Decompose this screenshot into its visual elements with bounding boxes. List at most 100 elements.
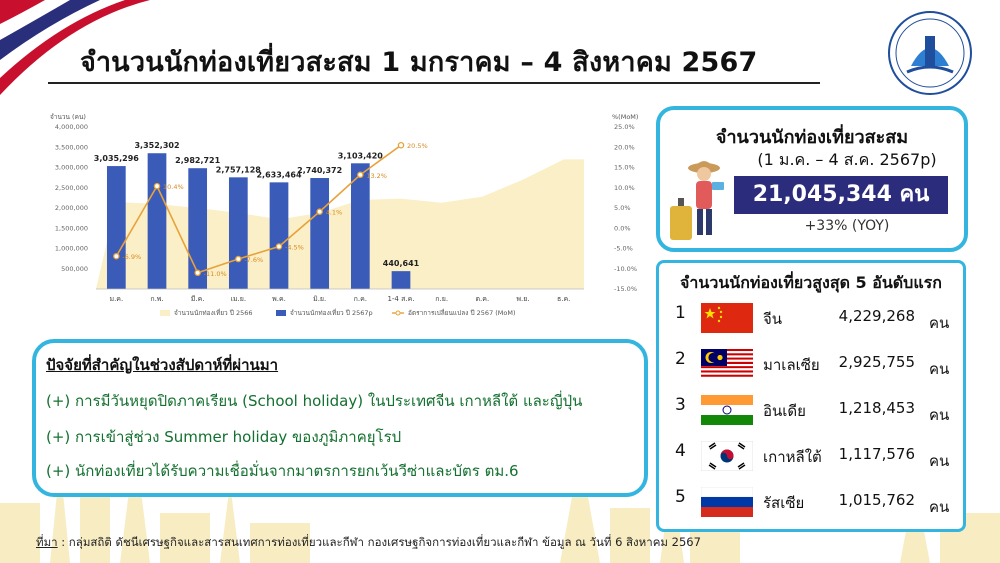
factors-title: ปัจจัยที่สำคัญในช่วงสัปดาห์ที่ผ่านมา bbox=[46, 356, 279, 374]
bar-2567 bbox=[310, 178, 330, 289]
rank-country: เกาหลีใต้ bbox=[763, 448, 822, 466]
page-title: จำนวนนักท่องเที่ยวสะสม 1 มกราคม – 4 สิงห… bbox=[80, 47, 758, 78]
y2-tick-label: -15.0% bbox=[614, 285, 637, 293]
rank-unit: คน bbox=[929, 498, 950, 516]
x-tick-label: พ.ย. bbox=[516, 295, 529, 303]
source-note: ที่มา : กลุ่มสถิติ ดัชนีเศรษฐกิจและสารสน… bbox=[36, 534, 701, 552]
rank-value: 1,015,762 bbox=[838, 491, 915, 509]
y-tick-label: 3,500,000 bbox=[55, 143, 88, 151]
y-tick-label: 2,000,000 bbox=[55, 204, 88, 212]
x-tick-label: มิ.ย. bbox=[313, 295, 326, 303]
bar-value-label: 2,757,128 bbox=[216, 165, 261, 174]
x-tick-label: 1-4 ส.ค. bbox=[387, 295, 414, 303]
mom-value-label: 4.1% bbox=[326, 209, 343, 217]
bar-2567 bbox=[350, 163, 370, 289]
legend-swatch-2567 bbox=[276, 310, 286, 316]
bar-value-label: 2,982,721 bbox=[175, 156, 220, 165]
rank-country: จีน bbox=[763, 310, 783, 328]
legend-label: จำนวนนักท่องเที่ยว ปี 2566 bbox=[174, 308, 253, 317]
mom-line bbox=[115, 144, 402, 274]
rank-value: 2,925,755 bbox=[838, 353, 915, 371]
bar-value-label: 440,641 bbox=[383, 259, 420, 268]
traveler-illustration-icon bbox=[670, 161, 724, 240]
mom-value-label: -6.9% bbox=[122, 253, 141, 261]
bar-2567 bbox=[269, 182, 289, 289]
legend-swatch-2566 bbox=[160, 310, 170, 316]
bar-2567 bbox=[147, 153, 167, 289]
rank-unit: คน bbox=[929, 360, 950, 378]
y2-tick-label: 10.0% bbox=[614, 184, 635, 192]
rank-unit: คน bbox=[929, 314, 950, 332]
mom-point bbox=[316, 208, 323, 215]
top5-title: จำนวนนักท่องเที่ยวสูงสุด 5 อันดับแรก bbox=[680, 273, 942, 292]
bar-value-label: 3,035,296 bbox=[94, 154, 139, 163]
y2-axis-label: %(MoM) bbox=[612, 113, 638, 121]
rank-number: 1 bbox=[675, 303, 686, 323]
rank-country: มาเลเซีย bbox=[763, 356, 820, 374]
y2-tick-label: 5.0% bbox=[614, 204, 631, 212]
tourist-arrivals-chart: จำนวน (คน) %(MoM) 3,035,296 3,352,302 2,98… bbox=[50, 113, 638, 317]
y2-tick-label: 15.0% bbox=[614, 164, 635, 172]
y-tick-label: 4,000,000 bbox=[55, 123, 88, 131]
bar-2567 bbox=[391, 271, 411, 289]
legend-label: อัตราการเปลี่ยนแปลง ปี 2567 (MoM) bbox=[408, 308, 516, 317]
x-tick-label: ก.ค. bbox=[354, 295, 367, 303]
area-2566 bbox=[96, 159, 584, 289]
bar-value-label: 3,103,420 bbox=[338, 151, 383, 160]
mom-point bbox=[275, 243, 283, 250]
mom-point bbox=[235, 255, 242, 263]
x-tick-label: มี.ค. bbox=[191, 295, 205, 303]
rank-value: 4,229,268 bbox=[838, 307, 915, 325]
rank-value: 1,117,576 bbox=[838, 445, 915, 463]
x-tick-label: ก.ย. bbox=[435, 295, 448, 303]
mom-point bbox=[153, 182, 161, 190]
y2-tick-label: -10.0% bbox=[614, 265, 637, 273]
y-tick-label: 2,500,000 bbox=[55, 184, 88, 192]
rank-number: 4 bbox=[675, 441, 686, 461]
ministry-logo-icon bbox=[888, 11, 972, 95]
rank-row: 1 จีน 4,229,268 คน bbox=[659, 297, 963, 337]
y2-tick-label: -5.0% bbox=[614, 245, 633, 253]
total-period: (1 ม.ค. – 4 ส.ค. 2567p) bbox=[757, 150, 937, 169]
legend-marker-mom bbox=[395, 310, 401, 316]
mom-value-label: 13.2% bbox=[366, 172, 387, 180]
china-flag-icon bbox=[701, 303, 753, 333]
rank-number: 2 bbox=[675, 349, 686, 369]
top5-card: จำนวนนักท่องเที่ยวสูงสุด 5 อันดับแรก 1 จี… bbox=[656, 260, 966, 532]
rank-row: 3 อินเดีย 1,218,453 คน bbox=[659, 389, 963, 429]
bar-2567 bbox=[188, 168, 208, 289]
bar-value-label: 2,633,464 bbox=[256, 170, 301, 179]
mom-value-label: -4.5% bbox=[285, 243, 304, 251]
mom-point bbox=[397, 141, 405, 149]
total-tourists-card: จำนวนนักท่องเที่ยวสะสม (1 ม.ค. – 4 ส.ค. … bbox=[656, 106, 968, 252]
factor-item: (+) การเข้าสู่ช่วง Summer holiday ของภูม… bbox=[46, 428, 402, 446]
india-flag-icon bbox=[701, 395, 753, 425]
mom-point bbox=[194, 269, 201, 277]
source-text: : กลุ่มสถิติ ดัชนีเศรษฐกิจและสารสนเทศการ… bbox=[57, 535, 701, 549]
south-korea-flag-icon bbox=[701, 441, 753, 471]
y-tick-label: 500,000 bbox=[61, 265, 88, 273]
rank-country: อินเดีย bbox=[763, 402, 806, 420]
thai-flag-decoration bbox=[0, 0, 150, 95]
rank-row: 5 รัสเซีย 1,015,762 คน bbox=[659, 481, 963, 521]
rank-row: 2 มาเลเซีย 2,925,755 คน bbox=[659, 343, 963, 383]
bar-value-label: 3,352,302 bbox=[134, 141, 179, 150]
x-tick-label: ต.ค. bbox=[475, 295, 489, 303]
mom-point bbox=[113, 252, 120, 260]
mom-value-label: 10.4% bbox=[163, 183, 184, 191]
mom-value-label: -7.6% bbox=[244, 256, 263, 264]
rank-country: รัสเซีย bbox=[763, 494, 805, 512]
y-tick-label: 1,500,000 bbox=[55, 224, 88, 232]
x-tick-label: ธ.ค. bbox=[557, 295, 570, 303]
rank-number: 5 bbox=[675, 487, 686, 507]
y2-tick-label: 0.0% bbox=[614, 224, 631, 232]
russia-flag-icon bbox=[701, 487, 753, 517]
key-factors-card: ปัจจัยที่สำคัญในช่วงสัปดาห์ที่ผ่านมา (+)… bbox=[32, 339, 648, 497]
y2-tick-label: 25.0% bbox=[614, 123, 635, 131]
x-tick-label: เม.ย. bbox=[231, 295, 247, 303]
total-title: จำนวนนักท่องเที่ยวสะสม bbox=[715, 127, 909, 148]
bar-2567 bbox=[106, 166, 126, 289]
total-yoy: +33% (YOY) bbox=[804, 218, 890, 234]
mom-value-label: -11.0% bbox=[204, 270, 227, 278]
y-axis-label: จำนวน (คน) bbox=[50, 113, 86, 121]
